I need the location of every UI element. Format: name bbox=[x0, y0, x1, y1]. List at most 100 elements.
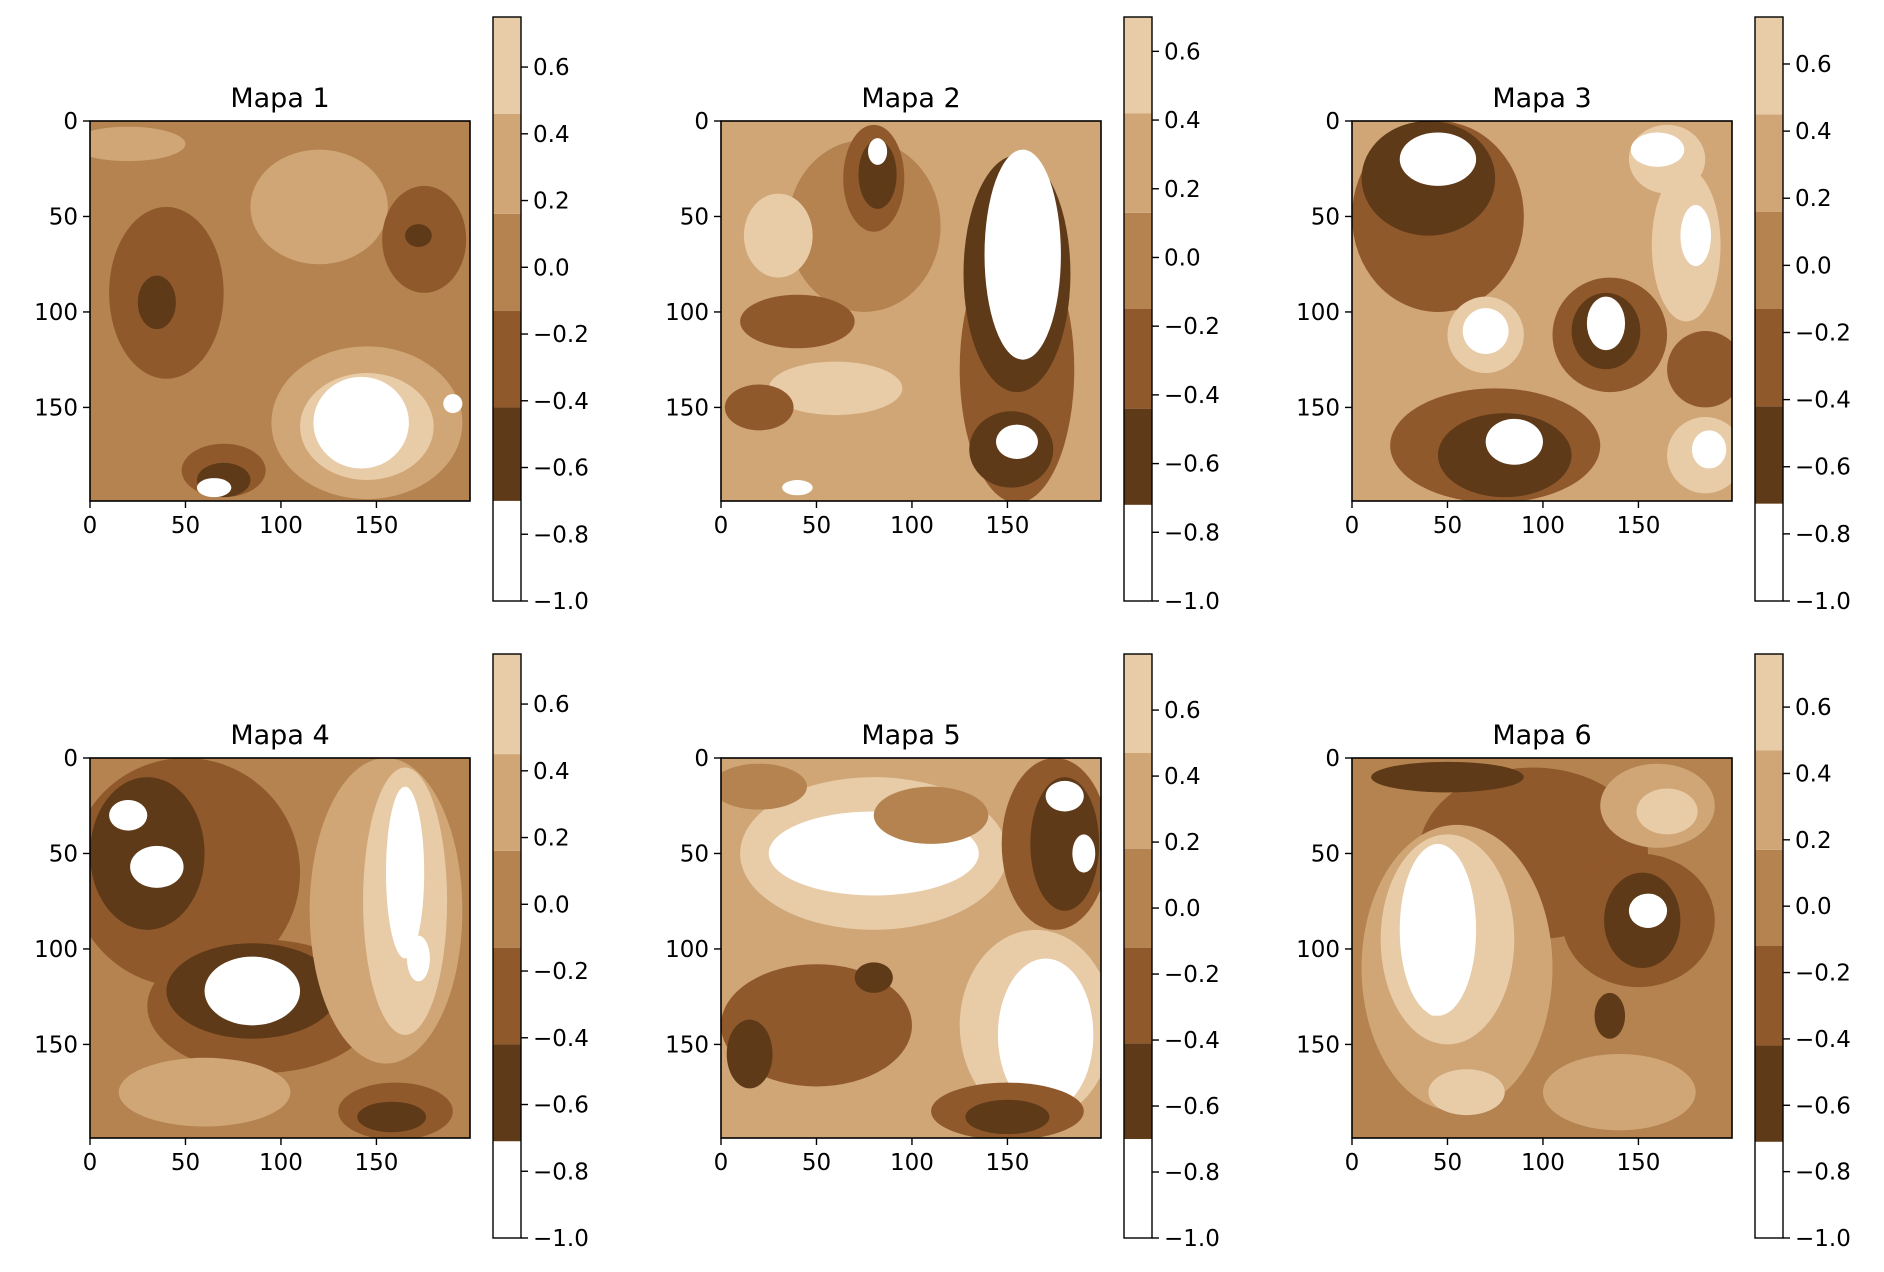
colorbar: 0.6 0.4 0.2 0.0 −0.2 −0.4 −0.6 −0.8 −1.0 bbox=[1123, 653, 1220, 1252]
panel-5: 0 50 100 150 0 50 100 150 Mapa 5 0.6 0.4 0.2 0.0 −0.2… bbox=[665, 653, 1220, 1252]
contour-region bbox=[1667, 331, 1732, 408]
x-tick-label: 0 bbox=[714, 1150, 729, 1176]
contour-region bbox=[405, 224, 432, 248]
colorbar-tick-label: 0.4 bbox=[533, 122, 570, 148]
contour-region bbox=[858, 140, 897, 209]
x-tick-label: 0 bbox=[83, 1150, 98, 1176]
x-tick-label: 50 bbox=[802, 513, 831, 539]
x-tick-label: 50 bbox=[1433, 1150, 1462, 1176]
x-tick-label: 50 bbox=[171, 1150, 200, 1176]
colorbar-segment bbox=[1124, 947, 1152, 1044]
colorbar-segment bbox=[1124, 1139, 1152, 1238]
contour-region bbox=[873, 786, 989, 844]
contour-region bbox=[1399, 843, 1477, 1016]
colorbar-tick-label: −0.4 bbox=[1164, 383, 1220, 409]
contour-field bbox=[1352, 121, 1732, 501]
colorbar-frame bbox=[1123, 653, 1153, 1239]
colorbar-segment bbox=[1124, 752, 1152, 849]
contour-region bbox=[1594, 992, 1626, 1039]
colorbar: 0.6 0.4 0.2 0.0 −0.2 −0.4 −0.6 −0.8 −1.0 bbox=[1123, 16, 1220, 615]
panel-2: 0 50 100 150 0 50 100 150 Mapa 2 0.6 0.4 0.2 0.0 −0.2… bbox=[665, 16, 1220, 615]
x-tick-label: 0 bbox=[714, 513, 729, 539]
contour-region bbox=[1542, 1053, 1696, 1131]
x-tick-label: 50 bbox=[171, 513, 200, 539]
axes-frame bbox=[1351, 120, 1733, 502]
contour-region bbox=[868, 138, 888, 165]
x-tick-label: 0 bbox=[1345, 1150, 1360, 1176]
colorbar-segment bbox=[1124, 17, 1152, 114]
contour-region bbox=[406, 935, 430, 982]
colorbar-segment bbox=[493, 947, 521, 1045]
contour-region bbox=[1680, 205, 1711, 267]
axes-frame bbox=[720, 757, 1102, 1139]
contour-region bbox=[1030, 777, 1100, 911]
y-tick-label: 100 bbox=[34, 300, 78, 326]
contour-region bbox=[721, 763, 807, 810]
panel-4: 0 50 100 150 0 50 100 150 Mapa 4 0.6 0.4 0.2 0.0 −0.2… bbox=[34, 653, 589, 1252]
colorbar-segment bbox=[1124, 408, 1152, 505]
y-tick-label: 50 bbox=[49, 841, 78, 867]
colorbar-segment bbox=[1755, 211, 1783, 309]
colorbar-tick-label: −0.4 bbox=[1164, 1028, 1220, 1054]
contour-region bbox=[1045, 780, 1084, 812]
x-tick-label: 50 bbox=[802, 1150, 831, 1176]
colorbar-tick-label: −0.8 bbox=[1164, 1160, 1220, 1186]
contour-region bbox=[726, 1019, 773, 1089]
contour-region bbox=[196, 478, 232, 498]
colorbar-segment bbox=[1755, 406, 1783, 504]
y-tick-label: 50 bbox=[680, 841, 709, 867]
colorbar-segment bbox=[1124, 113, 1152, 213]
colorbar-tick-label: −0.6 bbox=[533, 1093, 589, 1119]
colorbar-tick-label: −0.8 bbox=[533, 522, 589, 548]
colorbar-segment bbox=[493, 310, 521, 408]
contour-region bbox=[250, 149, 388, 265]
panel-1: 0 50 100 150 0 50 100 150 Mapa 1 0.6 0.4 0.2 0.0 −0.2… bbox=[34, 16, 589, 615]
colorbar-segment bbox=[1755, 654, 1783, 751]
colorbar-frame bbox=[1754, 16, 1784, 602]
colorbar-tick-label: −0.2 bbox=[1795, 961, 1851, 987]
panel-title: Mapa 5 bbox=[861, 720, 960, 751]
contour-region bbox=[357, 1101, 427, 1133]
contour-region bbox=[984, 149, 1061, 360]
panel-title: Mapa 2 bbox=[861, 83, 960, 114]
y-tick-label: 0 bbox=[1325, 109, 1340, 135]
colorbar-tick-label: 0.0 bbox=[533, 892, 570, 918]
colorbar-tick-label: −0.2 bbox=[1164, 962, 1220, 988]
y-tick-label: 150 bbox=[1296, 1032, 1340, 1058]
contour-region bbox=[1628, 893, 1668, 928]
colorbar-tick-label: −1.0 bbox=[1795, 589, 1851, 615]
colorbar-frame bbox=[1754, 653, 1784, 1239]
colorbar-tick-label: 0.0 bbox=[1164, 245, 1201, 271]
y-tick-label: 100 bbox=[665, 300, 709, 326]
colorbar-segment bbox=[1124, 504, 1152, 601]
contour-region bbox=[137, 275, 176, 330]
panel-title: Mapa 6 bbox=[1492, 720, 1591, 751]
colorbar-tick-label: 0.2 bbox=[533, 189, 570, 215]
contour-region bbox=[1371, 761, 1524, 793]
contour-region bbox=[854, 962, 893, 993]
y-tick-label: 0 bbox=[694, 109, 709, 135]
contour-region bbox=[90, 126, 186, 162]
contour-region bbox=[204, 956, 301, 1026]
contour-region bbox=[724, 384, 794, 431]
colorbar-segment bbox=[1755, 309, 1783, 407]
colorbar-tick-label: 0.2 bbox=[1795, 186, 1832, 212]
x-tick-label: 150 bbox=[354, 1150, 398, 1176]
colorbar-tick-label: 0.6 bbox=[1795, 52, 1832, 78]
colorbar-segment bbox=[493, 500, 521, 601]
contour-field bbox=[721, 121, 1101, 501]
colorbar-segment bbox=[493, 654, 521, 755]
colorbar-tick-label: 0.0 bbox=[1164, 896, 1201, 922]
y-tick-label: 100 bbox=[1296, 300, 1340, 326]
contour-region bbox=[997, 958, 1094, 1112]
y-tick-label: 50 bbox=[1311, 204, 1340, 230]
colorbar-tick-label: 0.4 bbox=[1795, 119, 1832, 145]
colorbar-tick-label: −0.2 bbox=[1795, 320, 1851, 346]
colorbar-frame bbox=[1123, 16, 1153, 602]
colorbar-segment bbox=[1755, 17, 1783, 115]
x-tick-label: 0 bbox=[83, 513, 98, 539]
x-tick-label: 150 bbox=[985, 1150, 1029, 1176]
contour-region bbox=[1428, 1069, 1505, 1116]
panel-3: 0 50 100 150 0 50 100 150 Mapa 3 0.6 0.4 0.2 0.0 −0.2… bbox=[1296, 16, 1851, 615]
